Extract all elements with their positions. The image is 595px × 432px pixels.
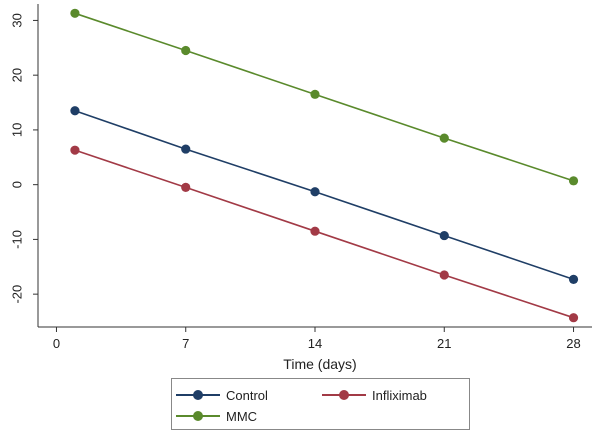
data-point-mmc (181, 45, 191, 56)
axes: -20 -10 0 10 20 30 0 7 14 21 28 (9, 4, 592, 351)
x-tick-label: 7 (182, 336, 189, 351)
data-point-infliximab (439, 270, 449, 280)
legend-item-infliximab: Infliximab (322, 385, 427, 405)
data-point-mmc (70, 8, 80, 18)
legend-swatch-infliximab (322, 385, 366, 405)
x-tick-label: 21 (437, 336, 451, 351)
x-axis-title: Time (days) (283, 356, 356, 372)
legend-swatch-control (176, 385, 220, 405)
data-point-mmc (568, 176, 579, 186)
data-point-control (568, 274, 579, 284)
legend-marker-control (193, 390, 203, 400)
x-tick-label: 14 (308, 336, 322, 351)
y-tick-label: 20 (9, 68, 24, 82)
line-chart: -20 -10 0 10 20 30 0 7 14 21 28 Time (days) (9, 4, 592, 372)
series-line-infliximab (74, 149, 574, 319)
data-point-mmc (310, 89, 320, 99)
data-point-control (439, 230, 449, 241)
legend-swatch-mmc (176, 406, 220, 426)
legend-item-control: Control (176, 385, 268, 405)
y-tick-label: -20 (9, 285, 24, 304)
series-line-control (74, 109, 574, 281)
legend: Control Infliximab MMC (171, 378, 470, 430)
y-tick-label: 10 (9, 123, 24, 137)
y-tick-label: -10 (9, 230, 24, 249)
x-tick-label: 0 (53, 336, 60, 351)
data-point-infliximab (568, 313, 579, 323)
legend-marker-infliximab (339, 390, 349, 400)
series-line-mmc (74, 12, 574, 182)
y-tick-label: 0 (9, 181, 24, 188)
legend-label-control: Control (226, 387, 268, 403)
data-point-infliximab (181, 182, 191, 192)
data-point-infliximab (70, 145, 80, 155)
legend-label-mmc: MMC (226, 408, 258, 424)
data-point-mmc (439, 133, 449, 143)
legend-marker-mmc (193, 411, 203, 421)
legend-item-mmc: MMC (176, 406, 257, 426)
data-point-control (181, 144, 191, 154)
x-tick-label: 28 (566, 336, 580, 351)
data-point-infliximab (310, 226, 320, 236)
y-tick-label: 30 (9, 13, 24, 27)
data-point-control (310, 187, 320, 197)
series-layer (70, 8, 579, 323)
legend-label-infliximab: Infliximab (372, 387, 427, 403)
data-point-control (70, 106, 80, 116)
